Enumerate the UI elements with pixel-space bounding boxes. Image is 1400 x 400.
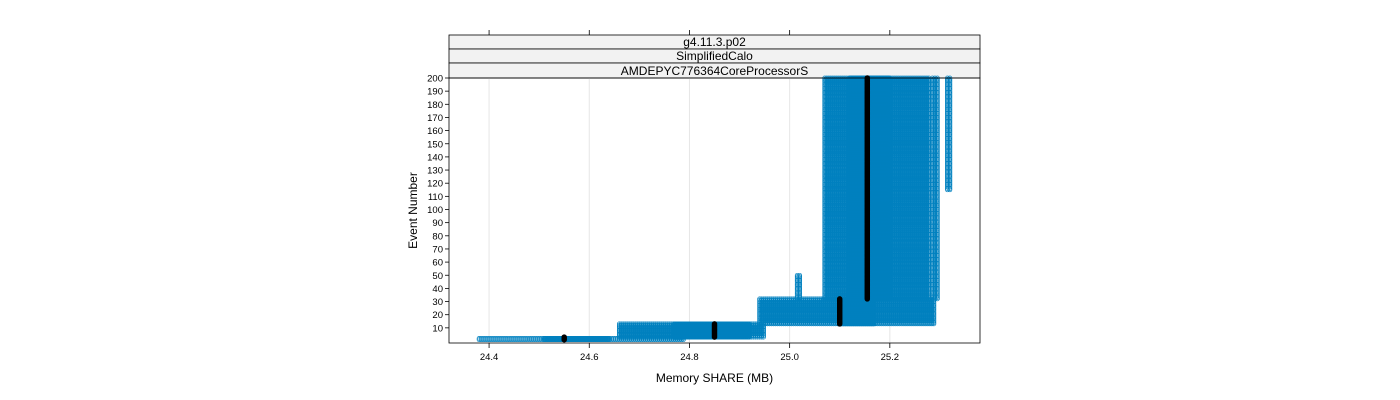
point-group-5	[838, 297, 877, 326]
data-points	[477, 76, 952, 342]
strip-3-label: AMDEPYC776364CoreProcessorS	[621, 64, 808, 78]
strip-1-label: g4.11.3.p02	[683, 35, 746, 49]
strip-2: SimplifiedCalo	[449, 49, 980, 63]
point-group-1	[542, 336, 611, 341]
strip-2-label: SimplifiedCalo	[676, 49, 753, 63]
strip-1: g4.11.3.p02	[449, 35, 980, 49]
